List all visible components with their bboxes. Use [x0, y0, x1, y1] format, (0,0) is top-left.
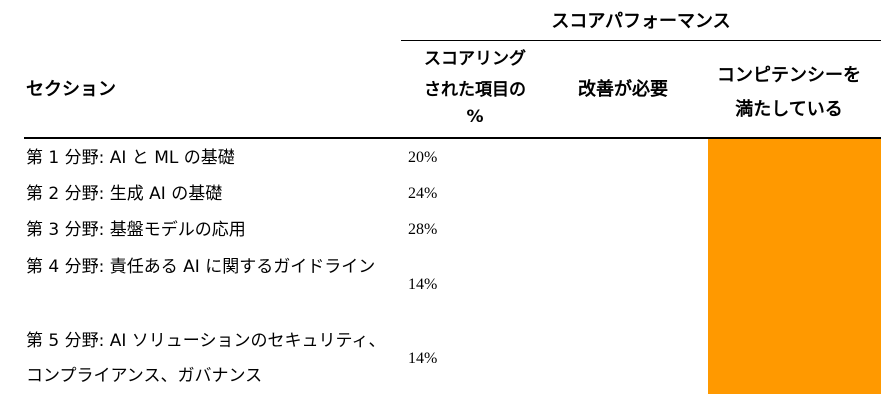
- score-cell: 28%: [408, 221, 438, 238]
- section-cell: 第 4 分野: 責任ある AI に関するガイドライン: [26, 257, 376, 277]
- column-header-needs-improvement: 改善が必要: [578, 79, 668, 100]
- score-cell: 20%: [408, 149, 438, 166]
- column-header-meets-competency-line1: コンピテンシーを: [717, 65, 861, 86]
- column-header-scored-percent: スコアリング された項目の %: [401, 44, 549, 128]
- column-header-scored-percent-line3: %: [466, 107, 484, 127]
- score-cell: 14%: [408, 350, 438, 367]
- header-divider: [24, 137, 881, 139]
- table-row: 第 4 分野: 責任ある AI に関するガイドライン 14%: [24, 250, 881, 322]
- group-header-score-performance: スコアパフォーマンス: [551, 11, 731, 32]
- table-row: 第 2 分野: 生成 AI の基礎 24%: [24, 177, 881, 213]
- column-header-meets-competency-line2: 満たしている: [735, 99, 843, 120]
- column-header-scored-percent-line1: スコアリング: [424, 49, 526, 69]
- score-cell: 24%: [408, 185, 438, 202]
- table-row: 第 1 分野: AI と ML の基礎 20%: [24, 141, 881, 177]
- column-header-scored-percent-line2: された項目の: [424, 80, 526, 100]
- column-header-section: セクション: [26, 79, 116, 100]
- table-row: 第 5 分野: AI ソリューションのセキュリティ、コンプライアンス、ガバナンス…: [24, 324, 881, 396]
- section-cell: 第 3 分野: 基盤モデルの応用: [26, 220, 246, 240]
- table-row: 第 3 分野: 基盤モデルの応用 28%: [24, 213, 881, 249]
- section-cell: 第 2 分野: 生成 AI の基礎: [26, 184, 223, 204]
- score-cell: 14%: [408, 276, 438, 293]
- group-header-divider: [401, 40, 881, 41]
- section-cell: 第 1 分野: AI と ML の基礎: [26, 148, 235, 168]
- column-header-meets-competency: コンピテンシーを 満たしている: [697, 59, 881, 127]
- section-cell: 第 5 分野: AI ソリューションのセキュリティ、コンプライアンス、ガバナンス: [26, 331, 386, 386]
- meets-competency-bar: [708, 139, 881, 394]
